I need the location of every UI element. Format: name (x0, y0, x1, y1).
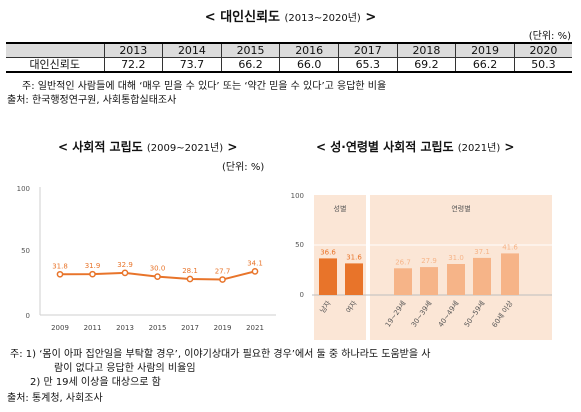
trust-value-cell: 65.3 (338, 57, 398, 73)
line-y-tick-label: 0 (26, 312, 30, 320)
bar-y-tick-label: 100 (291, 192, 304, 200)
bar (345, 263, 363, 295)
trust-title-text: 대인신뢰도 (220, 10, 280, 25)
line-marks: 31.8 2009 31.9 2011 32.9 2013 30.0 2015 28.1 2017… (51, 259, 264, 332)
line-data-label: 34.1 (247, 259, 263, 267)
bar (394, 268, 412, 295)
bar (447, 264, 465, 295)
line-x-tick-label: 2011 (84, 324, 102, 332)
bar-group-label: 성별 (334, 204, 347, 213)
bar (420, 267, 438, 295)
trust-value-cell: 66.2 (455, 57, 515, 73)
bar-y-tick-label: 0 (300, 291, 304, 299)
trust-year-cell: 2013 (103, 42, 164, 58)
line-data-label: 31.9 (85, 262, 101, 270)
isolation-line-chart: 100 50 0 31.8 2009 31.9 2011 32.9 2013 30.0 201… (17, 185, 276, 332)
isolation-by-group-title-text: 성·연령별 사회적 고립도 (330, 140, 454, 154)
line-x-tick-label: 2009 (51, 324, 69, 332)
trust-table-row: 대인신뢰도 72.2 73.7 66.2 66.0 65.3 69.2 66.2… (6, 57, 572, 73)
line-point (219, 276, 226, 283)
isolation-title: < 사회적 고립도 (2009~2021년) > (58, 138, 237, 155)
line-y-tick-label: 50 (21, 247, 30, 255)
bar (473, 257, 491, 295)
isolation-by-group-title-years: (2021년) (457, 143, 501, 154)
isolation-by-group-title: < 성·연령별 사회적 고립도 (2021년) > (316, 138, 514, 155)
isolation-title-text: 사회적 고립도 (72, 140, 143, 154)
line-point (154, 273, 161, 280)
line-x-tick-label: 2017 (181, 324, 199, 332)
line-x-tick-label: 2013 (116, 324, 134, 332)
line-point (56, 270, 64, 278)
line-data-label: 27.7 (215, 268, 231, 276)
trust-year-cell: 2015 (220, 42, 281, 58)
line-point (89, 270, 96, 278)
isolation-bar-chart: 100 50 0 성별 연령별 36.6남자31.6여자26.719~29세27… (291, 192, 552, 340)
trust-year-cell: 2020 (513, 42, 572, 58)
bar-data-label: 26.7 (395, 258, 411, 266)
isolation-note-2: 2) 만 19세 이상을 대상으로 함 (30, 377, 161, 388)
trust-value-cell: 73.7 (162, 57, 222, 73)
bar-data-label: 27.9 (421, 257, 437, 265)
bar-data-label: 31.6 (346, 253, 362, 261)
bar-data-label: 36.6 (320, 248, 336, 256)
trust-value-cell: 69.2 (396, 57, 457, 73)
trust-value-cell: 66.2 (220, 57, 281, 73)
bar-y-tick-label: 50 (295, 241, 304, 249)
line-data-label: 31.8 (52, 262, 68, 270)
bar-group-label: 연령별 (451, 204, 470, 213)
trust-year-cell: 2016 (279, 42, 339, 58)
bar-data-label: 31.0 (448, 254, 464, 262)
trust-year-cell: 2014 (162, 42, 222, 58)
isolation-unit: (단위: %) (222, 162, 265, 173)
trust-table-corner (6, 42, 105, 58)
bar-y-axis: 100 50 0 (291, 192, 304, 299)
trust-source: 출처: 한국행정연구원, 사회통합실태조사 (7, 95, 177, 106)
title-bracket-right-icon: > (365, 10, 377, 25)
trust-note: 주: 일반적인 사람들에 대해 ‘매우 믿을 수 있다’ 또는 ‘약간 믿을 수… (22, 81, 387, 92)
title-bracket-right-icon: > (504, 140, 515, 154)
title-bracket-left-icon: < (316, 140, 327, 154)
bar (501, 253, 519, 295)
trust-unit: (단위: %) (528, 31, 571, 42)
title-bracket-left-icon: < (58, 140, 69, 154)
title-bracket-left-icon: < (204, 10, 216, 25)
line-x-tick-label: 2015 (149, 324, 167, 332)
trust-row-label: 대인신뢰도 (6, 57, 105, 73)
trust-title-years: (2013~2020년) (284, 13, 361, 24)
bar-data-label: 41.6 (502, 243, 518, 251)
line-x-tick-label: 2021 (246, 324, 264, 332)
isolation-note-1-cont: 람이 없다고 응답한 사람의 비율임 (54, 363, 196, 374)
bar (319, 258, 337, 295)
isolation-source: 출처: 통계청, 사회조사 (7, 393, 103, 404)
line-data-label: 32.9 (117, 261, 133, 269)
bar-data-label: 37.1 (474, 248, 490, 256)
trust-value-cell: 72.2 (103, 57, 164, 73)
line-x-tick-label: 2019 (214, 324, 232, 332)
line-data-label: 28.1 (182, 267, 198, 275)
line-y-tick-label: 100 (17, 185, 30, 193)
trust-year-cell: 2018 (396, 42, 457, 58)
line-data-label: 30.0 (150, 265, 166, 273)
isolation-title-years: (2009~2021년) (146, 143, 224, 154)
trust-table-header-row: 2013 2014 2015 2016 2017 2018 2019 2020 (6, 42, 572, 58)
trust-value-cell: 66.0 (279, 57, 339, 73)
trust-value-cell: 50.3 (513, 57, 572, 73)
isolation-note-1: 주: 1) ‘몸이 아파 집안일을 부탁할 경우’, 이야기상대가 필요한 경우… (10, 349, 431, 360)
trust-title: < 대인신뢰도 (2013~2020년) > (0, 6, 581, 25)
trust-table: 2013 2014 2015 2016 2017 2018 2019 2020 … (6, 42, 572, 73)
line-point (121, 269, 129, 277)
title-bracket-right-icon: > (227, 140, 238, 154)
line-point (251, 268, 259, 275)
trust-year-cell: 2017 (338, 42, 398, 58)
line-point (186, 275, 194, 283)
line-y-axis: 100 50 0 (17, 185, 41, 320)
trust-year-cell: 2019 (455, 42, 515, 58)
